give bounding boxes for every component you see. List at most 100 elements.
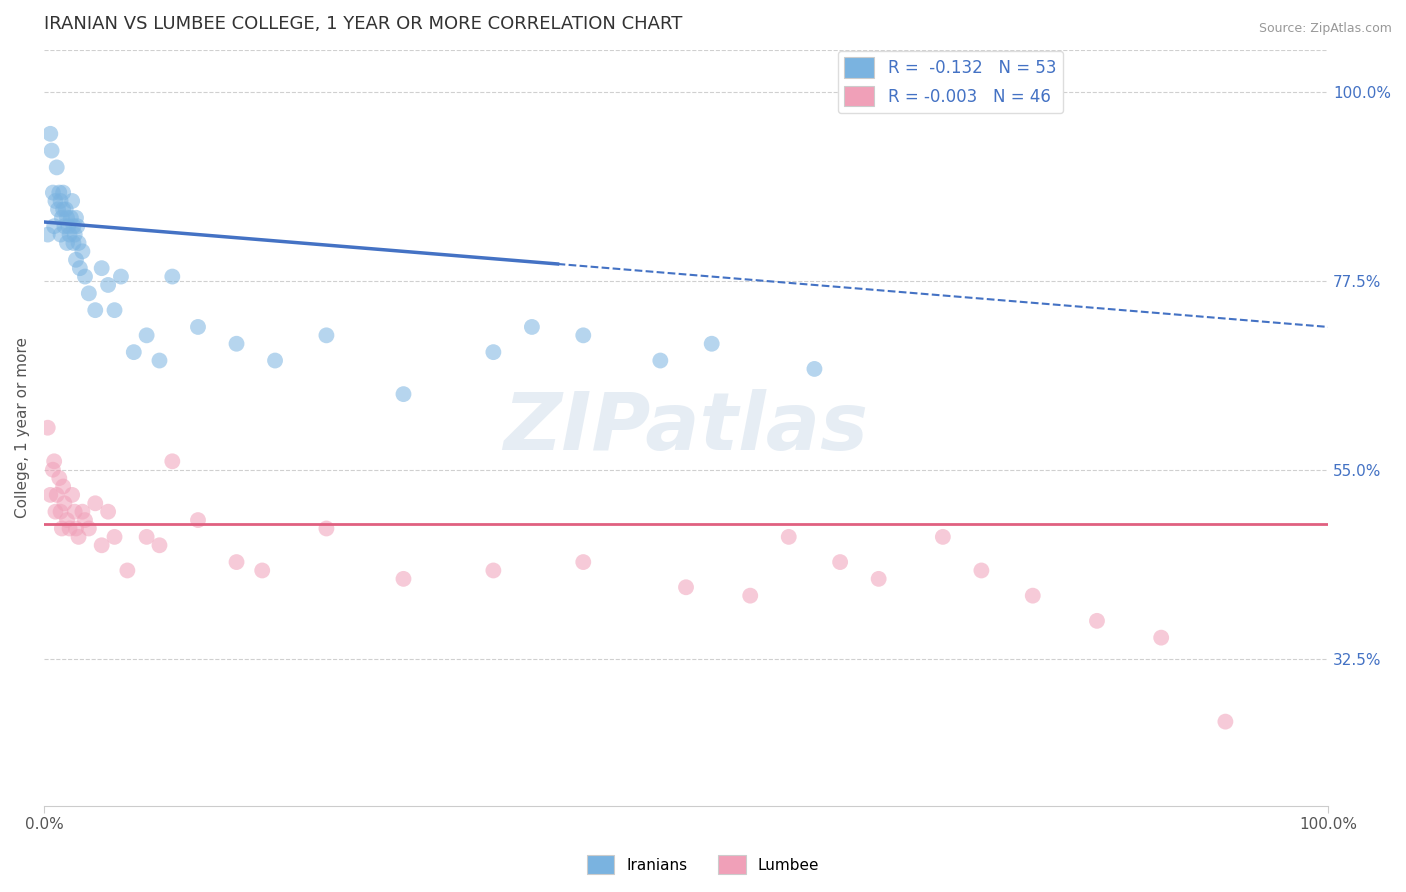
Point xyxy=(48,186,70,200)
Point xyxy=(65,521,87,535)
Point xyxy=(520,320,543,334)
Point xyxy=(55,202,77,217)
Point xyxy=(52,479,75,493)
Point xyxy=(49,227,72,242)
Point xyxy=(1085,614,1108,628)
Point xyxy=(52,202,75,217)
Text: IRANIAN VS LUMBEE COLLEGE, 1 YEAR OR MORE CORRELATION CHART: IRANIAN VS LUMBEE COLLEGE, 1 YEAR OR MOR… xyxy=(44,15,682,33)
Point xyxy=(39,127,62,141)
Point xyxy=(66,219,89,234)
Point xyxy=(135,530,157,544)
Point xyxy=(60,194,83,208)
Point xyxy=(97,505,120,519)
Point xyxy=(56,513,79,527)
Point xyxy=(84,303,107,318)
Point xyxy=(62,219,84,234)
Point xyxy=(46,202,69,217)
Point xyxy=(41,144,63,158)
Point xyxy=(58,219,80,234)
Point xyxy=(39,488,62,502)
Point xyxy=(53,496,76,510)
Point xyxy=(73,269,96,284)
Point xyxy=(69,261,91,276)
Point xyxy=(60,488,83,502)
Point xyxy=(392,572,415,586)
Point xyxy=(162,269,184,284)
Point xyxy=(72,505,94,519)
Point xyxy=(51,211,73,225)
Point xyxy=(49,505,72,519)
Point xyxy=(90,261,112,276)
Point xyxy=(56,235,79,250)
Point xyxy=(62,235,84,250)
Point xyxy=(48,471,70,485)
Point xyxy=(37,420,59,434)
Point xyxy=(803,362,825,376)
Point xyxy=(1215,714,1237,729)
Point xyxy=(65,252,87,267)
Point xyxy=(49,194,72,208)
Point xyxy=(1150,631,1173,645)
Point xyxy=(572,328,595,343)
Point xyxy=(740,589,762,603)
Point xyxy=(77,521,100,535)
Point xyxy=(148,538,170,552)
Point xyxy=(58,521,80,535)
Point xyxy=(868,572,890,586)
Legend: Iranians, Lumbee: Iranians, Lumbee xyxy=(581,849,825,880)
Point xyxy=(225,555,247,569)
Point xyxy=(482,345,505,359)
Point xyxy=(58,227,80,242)
Point xyxy=(56,211,79,225)
Point xyxy=(110,269,132,284)
Point xyxy=(315,521,337,535)
Point xyxy=(572,555,595,569)
Point xyxy=(250,564,273,578)
Point xyxy=(44,219,66,234)
Point xyxy=(65,211,87,225)
Point xyxy=(97,277,120,292)
Point xyxy=(700,336,723,351)
Point xyxy=(63,227,86,242)
Point xyxy=(187,513,209,527)
Text: ZIPatlas: ZIPatlas xyxy=(503,389,869,467)
Point xyxy=(315,328,337,343)
Point xyxy=(650,353,672,368)
Point xyxy=(72,244,94,259)
Point xyxy=(42,463,65,477)
Point xyxy=(264,353,287,368)
Legend: R =  -0.132   N = 53, R = -0.003   N = 46: R = -0.132 N = 53, R = -0.003 N = 46 xyxy=(838,51,1063,113)
Point xyxy=(392,387,415,401)
Y-axis label: College, 1 year or more: College, 1 year or more xyxy=(15,337,30,518)
Point xyxy=(103,303,125,318)
Point xyxy=(45,488,67,502)
Point xyxy=(148,353,170,368)
Point xyxy=(970,564,993,578)
Point xyxy=(67,530,90,544)
Point xyxy=(482,564,505,578)
Point xyxy=(830,555,852,569)
Point xyxy=(135,328,157,343)
Point xyxy=(187,320,209,334)
Point xyxy=(53,219,76,234)
Point xyxy=(117,564,139,578)
Point xyxy=(1022,589,1045,603)
Point xyxy=(778,530,800,544)
Point xyxy=(77,286,100,301)
Point xyxy=(103,530,125,544)
Text: Source: ZipAtlas.com: Source: ZipAtlas.com xyxy=(1258,22,1392,36)
Point xyxy=(37,227,59,242)
Point xyxy=(73,513,96,527)
Point xyxy=(67,235,90,250)
Point xyxy=(52,186,75,200)
Point xyxy=(675,580,697,594)
Point xyxy=(90,538,112,552)
Point xyxy=(84,496,107,510)
Point xyxy=(63,505,86,519)
Point xyxy=(44,194,66,208)
Point xyxy=(51,521,73,535)
Point xyxy=(44,505,66,519)
Point xyxy=(932,530,955,544)
Point xyxy=(42,186,65,200)
Point xyxy=(162,454,184,468)
